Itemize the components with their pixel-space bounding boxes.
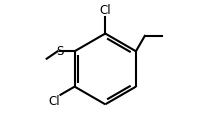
Text: Cl: Cl bbox=[48, 95, 60, 109]
Text: Cl: Cl bbox=[99, 4, 111, 17]
Text: S: S bbox=[56, 45, 63, 58]
